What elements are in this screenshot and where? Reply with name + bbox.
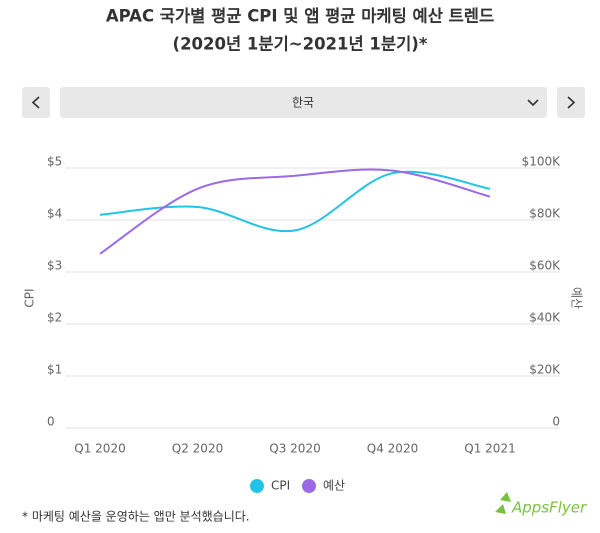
dropdown-value: 한국 xyxy=(292,96,314,110)
y2-tick-label: $40K xyxy=(529,311,561,325)
x-tick-label: Q1 2020 xyxy=(74,442,125,456)
y-tick-label: $2 xyxy=(47,311,62,325)
x-tick-label: Q4 2020 xyxy=(367,442,418,456)
prev-button[interactable] xyxy=(22,87,50,118)
y2-tick-label: 0 xyxy=(552,415,560,429)
logo-text: AppsFlyer xyxy=(511,499,587,517)
y-tick-label: $3 xyxy=(47,259,62,273)
y-tick-label: $4 xyxy=(47,207,62,221)
y-tick-label: 0 xyxy=(47,415,55,429)
chart-subtitle: (2020년 1분기~2021년 1분기)* xyxy=(173,35,428,54)
legend-marker xyxy=(250,479,264,493)
legend-label: 예산 xyxy=(323,479,345,493)
legend-label: CPI xyxy=(271,479,290,493)
next-button[interactable] xyxy=(557,87,585,118)
y2-tick-label: $100K xyxy=(522,155,562,169)
series-line xyxy=(99,170,491,233)
chart-title: APAC 국가별 평균 CPI 및 앱 평균 마케팅 예산 트렌드 xyxy=(106,6,494,26)
logo: AppsFlyer xyxy=(495,492,587,517)
legend-marker xyxy=(302,479,316,493)
y2-tick-label: $60K xyxy=(529,259,561,273)
dropdown-icon xyxy=(527,99,539,107)
y-axis-label: CPI xyxy=(23,288,37,307)
country-dropdown[interactable] xyxy=(60,87,547,118)
logo-icon xyxy=(495,492,511,514)
next-icon xyxy=(567,96,576,109)
y2-tick-label: $20K xyxy=(529,363,561,377)
y2-tick-label: $80K xyxy=(529,207,561,221)
y2-axis-label: 예산 xyxy=(570,287,584,309)
y-tick-label: $5 xyxy=(47,155,62,169)
y-tick-label: $1 xyxy=(47,363,62,377)
prev-icon xyxy=(31,96,40,109)
footnote: * 마케팅 예산을 운영하는 앱만 분석했습니다. xyxy=(22,510,250,524)
series-line xyxy=(99,168,491,255)
x-tick-label: Q2 2020 xyxy=(172,442,223,456)
x-tick-label: Q1 2021 xyxy=(464,442,515,456)
x-tick-label: Q3 2020 xyxy=(269,442,320,456)
